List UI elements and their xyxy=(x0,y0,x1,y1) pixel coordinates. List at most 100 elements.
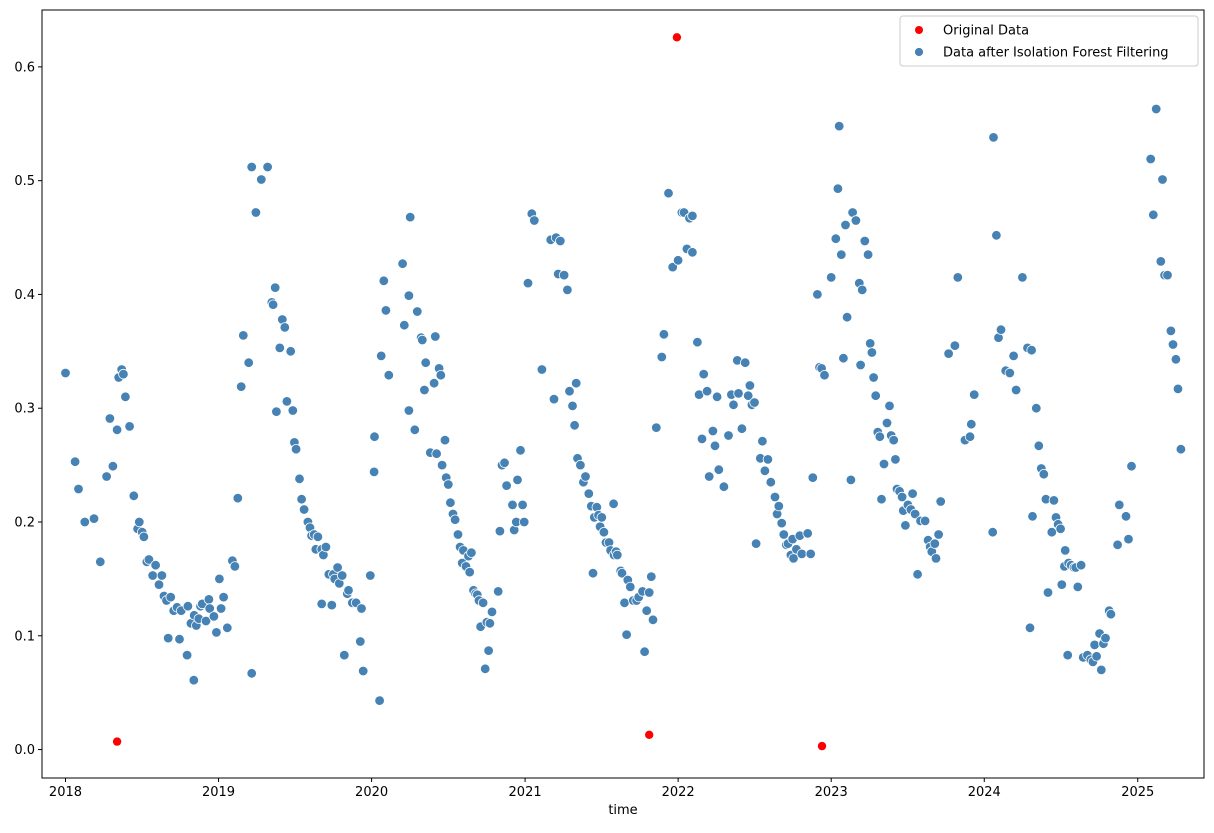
filtered-data-point xyxy=(262,161,273,173)
filtered-data-point xyxy=(639,646,650,657)
filtered-data-point xyxy=(651,422,662,433)
filtered-data-point xyxy=(174,634,185,645)
filtered-data-point xyxy=(73,483,84,495)
filtered-data-point xyxy=(687,247,698,258)
filtered-data-point xyxy=(203,594,215,605)
filtered-data-point xyxy=(298,504,310,515)
original-data-point xyxy=(645,730,654,739)
filtered-data-point xyxy=(830,233,842,244)
filtered-data-point xyxy=(859,235,871,247)
filtered-data-point xyxy=(405,211,416,223)
filtered-data-point xyxy=(1027,511,1038,522)
filtered-data-point xyxy=(95,556,106,568)
filtered-data-point xyxy=(625,581,636,593)
filtered-data-point xyxy=(1145,153,1156,165)
filtered-data-point xyxy=(443,479,454,490)
filtered-data-point xyxy=(378,275,390,287)
filtered-data-point xyxy=(1046,527,1058,538)
legend-label-filtered-data: Data after Isolation Forest Filtering xyxy=(943,46,1169,61)
filtered-data-point xyxy=(736,423,748,434)
filtered-data-point xyxy=(1126,461,1137,472)
filtered-data-point xyxy=(138,531,150,543)
filtered-data-point xyxy=(60,367,71,379)
filtered-data-point xyxy=(215,603,227,614)
filtered-data-point xyxy=(744,380,756,391)
original-data-point xyxy=(817,741,827,751)
filtered-data-point xyxy=(1062,649,1073,661)
filtered-data-point xyxy=(834,120,845,132)
x-axis-ticks: 2018 2019 2020 2021 2022 2023 2024 2025 xyxy=(49,778,1154,800)
filtered-data-point xyxy=(868,372,879,383)
filtered-data-point xyxy=(1059,545,1071,556)
filtered-data-point xyxy=(930,553,942,564)
y-axis-ticks: 0.0 0.1 0.2 0.3 0.4 0.5 0.6 xyxy=(14,60,42,758)
filtered-data-point xyxy=(865,338,876,349)
filtered-data-point xyxy=(713,464,725,475)
filtered-data-point xyxy=(1048,495,1060,506)
filtered-data-point xyxy=(271,406,282,417)
filtered-data-point xyxy=(512,474,523,486)
filtered-data-point xyxy=(218,591,229,603)
filtered-data-point xyxy=(211,627,222,638)
filtered-data-point xyxy=(118,368,129,380)
filtered-data-point xyxy=(439,434,451,446)
filtered-data-point xyxy=(356,603,367,614)
filtered-data-point xyxy=(644,587,655,598)
filtered-data-point xyxy=(929,538,941,549)
filtered-data-point xyxy=(436,459,448,471)
filtered-data-point xyxy=(499,457,510,469)
filtered-data-point xyxy=(507,499,518,511)
filtered-data-point xyxy=(596,512,608,523)
filtered-data-point xyxy=(733,388,744,399)
filtered-data-point xyxy=(270,282,281,293)
filtered-data-point xyxy=(1042,587,1054,598)
filtered-data-point xyxy=(445,497,456,508)
filtered-data-point xyxy=(874,431,886,442)
filtered-data-point xyxy=(522,277,534,289)
filtered-data-point xyxy=(403,405,415,416)
filtered-data-point xyxy=(281,396,293,407)
filtered-data-point xyxy=(672,255,684,266)
filtered-data-point xyxy=(935,496,946,507)
filtered-data-point xyxy=(337,570,348,581)
filtered-data-point xyxy=(757,436,768,447)
filtered-data-point xyxy=(1026,345,1037,356)
filtered-data-point xyxy=(575,459,586,471)
filtered-data-point xyxy=(1100,632,1111,644)
filtered-data-point xyxy=(182,601,194,612)
filtered-data-point xyxy=(728,399,739,411)
filtered-data-point xyxy=(153,579,165,590)
filtered-data-point xyxy=(287,405,299,416)
filtered-data-point xyxy=(692,337,703,348)
filtered-data-point xyxy=(200,615,212,627)
legend-marker-original-data xyxy=(915,26,923,34)
filtered-data-point xyxy=(1114,499,1125,511)
filtered-data-point xyxy=(1017,272,1028,283)
filtered-data-point xyxy=(1155,256,1167,267)
filtered-data-point xyxy=(501,480,512,491)
filtered-data-point xyxy=(943,348,954,359)
filtered-data-point xyxy=(517,499,528,511)
filtered-data-point xyxy=(912,569,923,580)
filtered-data-point xyxy=(580,471,591,482)
filtered-data-point xyxy=(900,520,911,531)
filtered-data-point xyxy=(1072,581,1084,593)
filtered-data-point xyxy=(229,561,241,572)
y-tick-label: 0.2 xyxy=(14,516,35,531)
filtered-data-point xyxy=(555,235,566,247)
filtered-data-point xyxy=(222,622,233,634)
filtered-data-point xyxy=(358,665,369,677)
filtered-data-point xyxy=(1055,523,1066,535)
filtered-data-point xyxy=(709,440,721,452)
filtered-data-point xyxy=(701,386,713,397)
filtered-data-point xyxy=(397,258,408,269)
filtered-data-point xyxy=(162,632,174,644)
filtered-data-point xyxy=(376,350,387,362)
filtered-data-point xyxy=(991,230,1002,241)
filtered-data-point xyxy=(969,389,980,400)
filtered-data-point xyxy=(707,425,719,437)
y-tick-label: 0.0 xyxy=(14,743,35,758)
filtered-data-point xyxy=(111,424,123,436)
filtered-data-point xyxy=(696,433,708,445)
